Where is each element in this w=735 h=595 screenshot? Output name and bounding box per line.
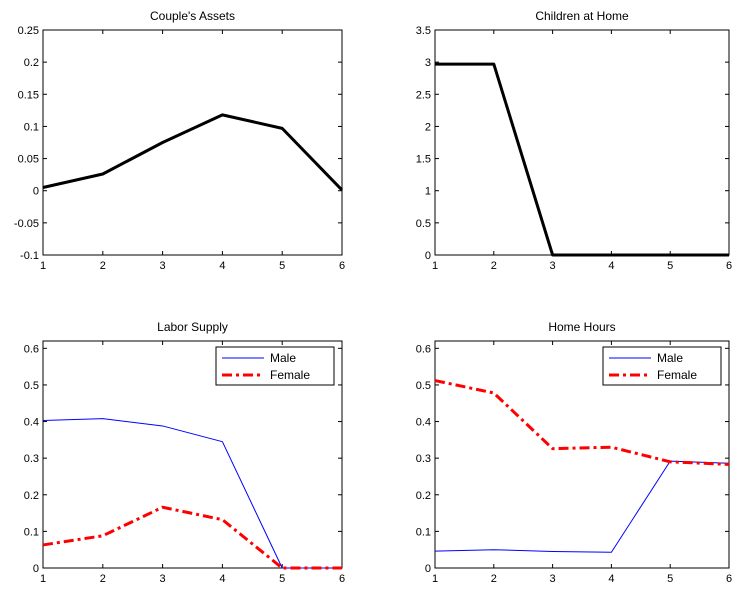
x-tick-label: 6 <box>339 260 345 272</box>
series-line <box>42 113 344 192</box>
legend-label: Male <box>270 351 296 365</box>
series-line-female <box>434 379 730 466</box>
y-tick-label: 3 <box>425 57 431 69</box>
panel-children-at-home: Children at Home 1 2 3 4 5 6 0 0.5 1 1.5 2 2.5 3 3.5 <box>416 9 732 272</box>
y-tick-label: 0.2 <box>416 490 431 502</box>
x-tick-label: 5 <box>667 260 673 272</box>
y-tick-label: 0.25 <box>18 25 39 37</box>
plot-frame <box>42 29 343 256</box>
y-tick-label: 0.6 <box>416 343 431 355</box>
x-tick-label: 1 <box>432 573 438 585</box>
y-tick-label: 0.05 <box>18 154 39 166</box>
y-tick-label: 2.5 <box>416 89 431 101</box>
x-tick-label: 3 <box>160 573 166 585</box>
x-tick-label: 2 <box>491 260 497 272</box>
series-line-female <box>42 505 342 570</box>
panel-labor-supply: Labor Supply 1 2 3 4 5 6 0 0.1 0.2 0.3 0.4 0.5 0.6 Mal… <box>24 320 345 585</box>
x-tick-label: 5 <box>279 573 285 585</box>
series-line-male <box>434 460 730 553</box>
y-tick-label: 0.6 <box>24 343 39 355</box>
y-tick-label: 0.5 <box>24 380 39 392</box>
y-tick-label: -0.05 <box>14 218 39 230</box>
legend-box <box>215 346 335 386</box>
legend: Male Female <box>602 346 722 386</box>
legend-label: Female <box>270 368 310 382</box>
panel-home-hours: Home Hours 1 2 3 4 5 6 0 0.1 0.2 0.3 0.4 0.5 0.6 Male F… <box>416 320 732 585</box>
x-tick-label: 2 <box>100 573 106 585</box>
y-tick-label: 0.3 <box>24 453 39 465</box>
chart-title: Children at Home <box>535 9 629 23</box>
x-tick-label: 3 <box>550 260 556 272</box>
x-tick-label: 4 <box>608 573 614 585</box>
legend-label: Male <box>657 351 683 365</box>
x-tick-label: 3 <box>160 260 166 272</box>
y-tick-label: 2 <box>425 121 431 133</box>
x-tick-label: 6 <box>339 573 345 585</box>
y-tick-label: 0.3 <box>416 453 431 465</box>
y-tick-label: 0.1 <box>24 121 39 133</box>
y-tick-label: 0.5 <box>416 218 431 230</box>
x-tick-label: 4 <box>608 260 614 272</box>
x-tick-label: 6 <box>726 573 732 585</box>
x-tick-label: 1 <box>40 260 46 272</box>
chart-title: Labor Supply <box>157 320 228 334</box>
plot-frame <box>42 340 343 569</box>
x-tick-label: 1 <box>432 260 438 272</box>
x-tick-label: 2 <box>100 260 106 272</box>
y-tick-label: 0.4 <box>416 417 431 429</box>
y-tick-label: 0.15 <box>18 89 39 101</box>
series-line <box>435 62 729 257</box>
y-tick-label: 3.5 <box>416 25 431 37</box>
plot-frame <box>434 340 730 569</box>
legend: Male Female <box>215 346 335 386</box>
legend-box <box>602 346 722 386</box>
x-tick-label: 2 <box>491 573 497 585</box>
y-tick-label: 1 <box>425 186 431 198</box>
x-tick-label: 6 <box>726 260 732 272</box>
x-tick-label: 5 <box>279 260 285 272</box>
y-tick-label: -0.1 <box>20 250 39 262</box>
y-tick-label: 0 <box>425 563 431 575</box>
x-tick-label: 1 <box>40 573 46 585</box>
chart-title: Home Hours <box>548 320 615 334</box>
x-tick-label: 5 <box>667 573 673 585</box>
y-tick-label: 0.2 <box>24 57 39 69</box>
x-tick-label: 3 <box>550 573 556 585</box>
x-tick-label: 4 <box>219 573 225 585</box>
y-tick-label: 0 <box>425 250 431 262</box>
y-tick-label: 0.2 <box>24 490 39 502</box>
chart-title: Couple's Assets <box>150 9 235 23</box>
x-tick-label: 4 <box>219 260 225 272</box>
y-tick-label: 0.1 <box>24 526 39 538</box>
series-line-male <box>42 418 342 569</box>
y-tick-label: 1.5 <box>416 154 431 166</box>
legend-label: Female <box>657 368 697 382</box>
y-tick-label: 0.4 <box>24 417 39 429</box>
y-tick-label: 0.5 <box>416 380 431 392</box>
panel-couples-assets: Couple's Assets 1 2 3 4 5 6 -0.1 -0.05 0 0.05 0.1 0.… <box>14 9 345 272</box>
y-tick-label: 0 <box>33 186 39 198</box>
y-tick-label: 0.1 <box>416 526 431 538</box>
y-tick-label: 0 <box>33 563 39 575</box>
